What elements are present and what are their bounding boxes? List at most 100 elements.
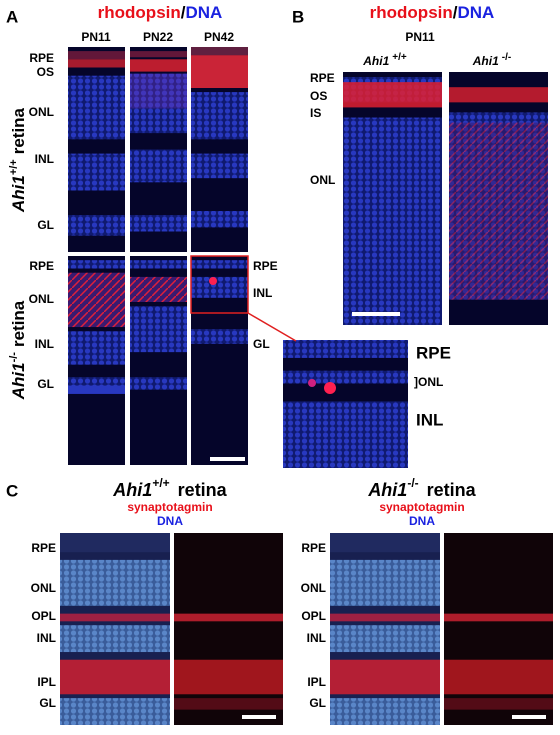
micrograph [191,47,248,252]
layer: OS [310,89,327,103]
image-band [68,153,125,191]
image-band [444,613,553,622]
image-band [68,51,125,60]
image-band [68,385,125,394]
group-title: Ahi1-/- retina [367,476,476,500]
cell [209,277,217,285]
image-band [68,59,125,68]
micrograph [283,340,408,468]
group-header: Ahi1-/- retina synaptotagmin DNA [367,476,476,528]
column-label: Ahi1 +/+ [362,52,407,69]
layer: RPE [29,259,54,273]
image-band [130,377,187,390]
layer: RPE [310,71,335,85]
image-band [330,659,440,695]
layer: INL [35,152,54,166]
layer: INL [35,337,54,351]
image-band [343,117,442,325]
stain: synaptotagmin [379,500,464,514]
micrograph [68,47,125,252]
micrograph [68,256,125,465]
genotype-label: Ahi1+/+ retina [8,107,29,213]
panel-letter: C [6,481,18,500]
gene: Ahi1 [9,362,28,400]
gene: Ahi1 [362,54,389,68]
image-band [60,613,170,622]
genotype: +/+ [392,52,407,63]
counter: DNA [458,3,495,22]
image-band [130,73,187,109]
micrograph [191,256,248,465]
group-header: Ahi1+/+ retina synaptotagmin DNA [112,476,227,528]
micrograph [343,72,442,325]
cell [308,379,316,387]
image-band [68,215,125,236]
layer-labels: RPE ONL OPL INL IPL GL RPE ONL OPL INL IPL GL [31,541,326,710]
layer: RPE [29,51,54,65]
micrograph [330,533,440,725]
micrograph [174,533,283,725]
image-band [283,401,408,468]
gene: Ahi1 [472,54,499,68]
layer: ONL [301,581,326,595]
image-band [60,659,170,695]
layer: RPE [301,541,326,555]
layer: INL [416,410,443,429]
image-band [130,73,187,134]
image-band [130,215,187,232]
genotype: -/- [8,352,20,363]
image-band [191,153,248,179]
layer: GL [309,696,326,710]
column-label: Ahi1 -/- [472,52,511,69]
image-band [330,559,440,606]
counter: DNA [409,514,435,528]
panel-title: rhodopsin/DNA [370,3,495,22]
stain: rhodopsin [98,3,181,22]
inset-box [190,255,249,314]
inset-connector [247,312,297,342]
image-band [130,149,187,183]
image-band [191,260,248,269]
layer: OPL [31,609,56,623]
image-band [330,613,440,622]
image-band [283,340,408,358]
image-band [449,122,548,300]
layer: OS [37,65,54,79]
counter: DNA [186,3,223,22]
micrograph [130,256,187,465]
gene: Ahi1 [9,175,28,213]
image-band [191,329,248,344]
image-band [68,75,125,140]
image-band [283,370,408,384]
layer: IS [310,106,321,120]
image-band [191,47,248,56]
image-band [68,260,125,269]
layer: GL [39,696,56,710]
micrograph [444,533,553,725]
layer: IPL [37,675,56,689]
layer: ONL [31,581,56,595]
layer: INL [253,286,272,300]
age: PN22 [143,30,173,44]
image-band [130,51,187,58]
image-bg [174,533,283,725]
image-band [60,698,170,725]
gene: Ahi1 [367,480,407,500]
layer: RPE [31,541,56,555]
image-band [330,625,440,653]
image-band [330,698,440,725]
image-band [444,698,553,710]
group-title: Ahi1+/+ retina [112,476,227,500]
gene: Ahi1 [112,480,152,500]
cell [324,382,336,394]
age: PN11 [405,30,435,44]
image-band [60,559,170,606]
genotype: -/- [502,52,511,63]
image-band [191,55,248,88]
sep: / [181,3,186,22]
layer: ONL [310,173,335,187]
genotype: +/+ [8,159,20,175]
image-band [444,659,553,695]
image-band [130,306,187,353]
